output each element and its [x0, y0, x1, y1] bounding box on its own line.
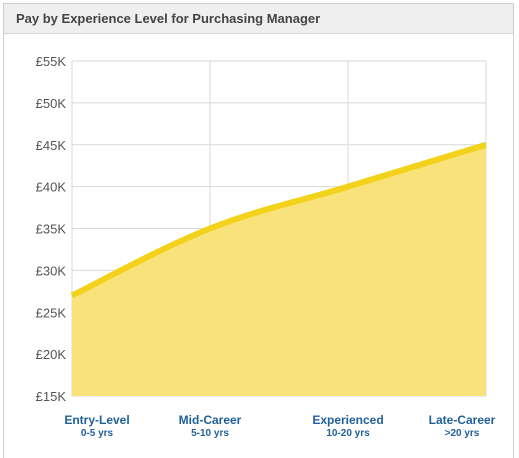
- data-point-experienced[interactable]: [345, 184, 351, 190]
- x-category-label: Experienced: [312, 413, 383, 427]
- y-tick-label: £20K: [36, 347, 67, 362]
- chart-title: Pay by Experience Level for Purchasing M…: [16, 11, 321, 26]
- data-point-late-career[interactable]: [483, 142, 489, 148]
- x-category-label: Mid-Career: [179, 413, 242, 427]
- x-category-sublabel: 0-5 yrs: [81, 428, 114, 439]
- salary-line: [70, 141, 487, 299]
- y-tick-label: £55K: [36, 54, 67, 69]
- x-category-label: Entry-Level: [64, 413, 129, 427]
- x-category-sublabel: 10-20 yrs: [326, 428, 370, 439]
- x-category-sublabel: 5-10 yrs: [191, 428, 229, 439]
- y-tick-label: £30K: [36, 263, 67, 278]
- y-tick-label: £25K: [36, 305, 67, 320]
- y-tick-label: £50K: [36, 96, 67, 111]
- area-layer: [69, 141, 489, 396]
- y-tick-label: £45K: [36, 138, 67, 153]
- data-point-entry-level[interactable]: [69, 293, 75, 299]
- salary-area-fill: [72, 144, 486, 396]
- x-category-sublabel: >20 yrs: [445, 428, 480, 439]
- x-category-label: Late-Career: [429, 413, 496, 427]
- chart-header: Pay by Experience Level for Purchasing M…: [4, 4, 513, 34]
- y-tick-label: £15K: [36, 389, 67, 404]
- y-tick-label: £35K: [36, 222, 67, 237]
- y-tick-label: £40K: [36, 180, 67, 195]
- y-axis: £15K £20K £25K £30K £35K £40K £45K £50K £55K: [36, 54, 67, 404]
- data-point-mid-career[interactable]: [207, 226, 213, 232]
